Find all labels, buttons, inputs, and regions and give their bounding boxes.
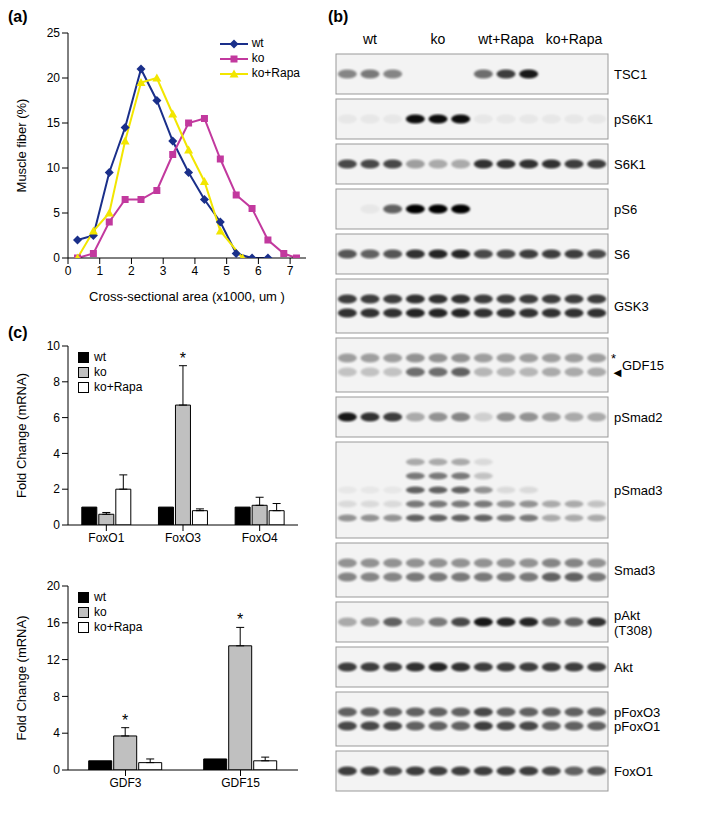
svg-text:7: 7: [287, 264, 294, 278]
svg-text:5: 5: [53, 206, 60, 220]
svg-text:6: 6: [255, 264, 262, 278]
html-text:(b): (b): [328, 8, 349, 25]
html-text:(a): (a): [8, 8, 28, 25]
svg-text:pSmad3: pSmad3: [614, 483, 662, 498]
svg-text:6: 6: [53, 411, 60, 425]
svg-text:25: 25: [47, 26, 61, 40]
svg-text:Akt: Akt: [614, 660, 633, 675]
svg-text:8: 8: [53, 690, 60, 704]
svg-text:Muscle fiber (%): Muscle fiber (%): [14, 99, 29, 193]
svg-text:5: 5: [223, 264, 230, 278]
svg-text:0: 0: [53, 251, 60, 265]
svg-text:pFoxO1: pFoxO1: [614, 719, 660, 734]
svg-text:FoxO1: FoxO1: [614, 764, 653, 779]
svg-text:wt: wt: [362, 31, 377, 47]
svg-text:10: 10: [47, 161, 61, 175]
svg-text:*: *: [237, 611, 243, 628]
svg-text:pAkt: pAkt: [614, 608, 640, 623]
svg-text:FoxO1: FoxO1: [88, 531, 124, 545]
svg-text:0: 0: [53, 518, 60, 532]
svg-text:1: 1: [96, 264, 103, 278]
svg-text:15: 15: [47, 116, 61, 130]
svg-text:ko: ko: [431, 31, 446, 47]
svg-text:Cross-sectional area (x1000, u: Cross-sectional area (x1000, um ): [89, 289, 285, 304]
svg-text:0: 0: [53, 763, 60, 777]
html-text:wt: wt: [94, 590, 106, 604]
svg-text:S6K1: S6K1: [614, 157, 646, 172]
svg-text:(T308): (T308): [614, 623, 652, 638]
svg-text:TSC1: TSC1: [614, 67, 647, 82]
svg-text:pFoxO3: pFoxO3: [614, 705, 660, 720]
svg-text:*: *: [180, 350, 186, 367]
svg-text:0: 0: [65, 264, 72, 278]
svg-text:pSmad2: pSmad2: [614, 410, 662, 425]
svg-text:20: 20: [47, 579, 61, 593]
svg-text:FoxO4: FoxO4: [242, 531, 278, 545]
svg-text:4: 4: [53, 447, 60, 461]
svg-text:GSK3: GSK3: [614, 299, 649, 314]
svg-text:*: *: [122, 712, 128, 729]
html-text:wt: wt: [94, 350, 106, 364]
svg-text:10: 10: [47, 339, 61, 353]
svg-text:4: 4: [192, 264, 199, 278]
html-text:ko+Rapa: ko+Rapa: [251, 66, 300, 80]
svg-text:12: 12: [47, 653, 61, 667]
svg-text:GDF15: GDF15: [622, 358, 664, 373]
svg-text:ko+Rapa: ko+Rapa: [546, 31, 603, 47]
html-text:ko: ko: [94, 605, 107, 619]
svg-text:S6: S6: [614, 247, 630, 262]
svg-text:2: 2: [53, 482, 60, 496]
html-text:ko+Rapa: ko+Rapa: [94, 380, 143, 394]
html-text:wt: wt: [251, 36, 264, 50]
svg-text:wt+Rapa: wt+Rapa: [477, 31, 534, 47]
svg-text:GDF15: GDF15: [221, 776, 260, 790]
html-text:ko: ko: [94, 365, 107, 379]
svg-text:2: 2: [128, 264, 135, 278]
svg-text:3: 3: [160, 264, 167, 278]
svg-text:Fold Change (mRNA): Fold Change (mRNA): [14, 616, 29, 741]
svg-text:Smad3: Smad3: [614, 563, 655, 578]
svg-text:4: 4: [53, 726, 60, 740]
svg-text:16: 16: [47, 616, 61, 630]
html-text:ko+Rapa: ko+Rapa: [94, 620, 143, 634]
svg-text:*: *: [611, 351, 616, 366]
html-text:(c): (c): [8, 324, 28, 341]
svg-text:20: 20: [47, 71, 61, 85]
svg-text:Fold Change (mRNA): Fold Change (mRNA): [14, 373, 29, 498]
svg-text:pS6: pS6: [614, 202, 637, 217]
html-text:ko: ko: [251, 51, 265, 65]
svg-text:pS6K1: pS6K1: [614, 112, 653, 127]
svg-text:FoxO3: FoxO3: [165, 531, 201, 545]
svg-text:8: 8: [53, 375, 60, 389]
svg-text:GDF3: GDF3: [109, 776, 141, 790]
